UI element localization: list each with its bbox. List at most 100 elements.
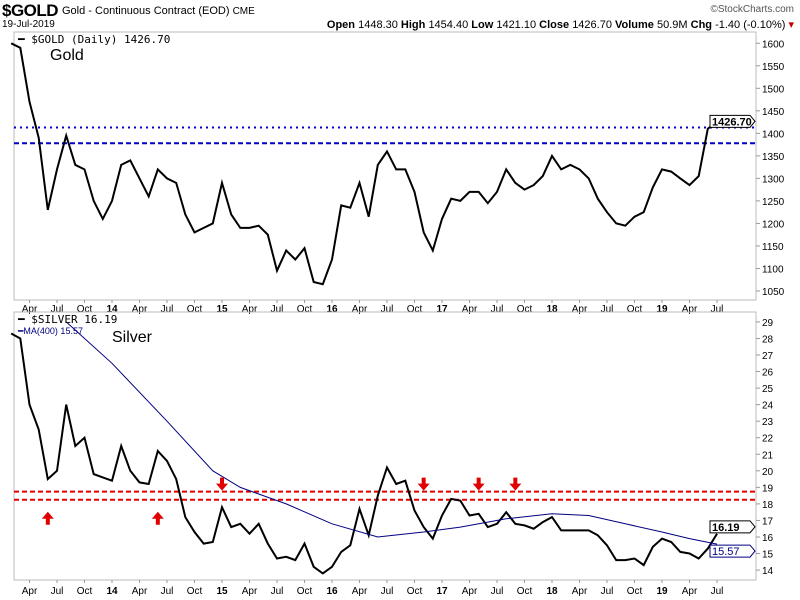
x-tick-label: 16 xyxy=(326,586,338,597)
instrument-name: Gold - Continuous Contract (EOD) CME xyxy=(62,5,255,17)
red-up-arrow-icon xyxy=(151,511,164,525)
x-tick-label: Jul xyxy=(271,586,284,597)
x-tick-label: Apr xyxy=(572,586,588,597)
x-tick-label: Jul xyxy=(161,304,174,315)
y-tick-label: 1300 xyxy=(762,174,785,185)
y-tick-label: 16 xyxy=(762,533,774,544)
x-tick-label: Oct xyxy=(407,586,423,597)
x-tick-label: 18 xyxy=(546,304,558,315)
y-tick-label: 1250 xyxy=(762,197,785,208)
x-tick-label: 14 xyxy=(106,586,118,597)
silver-legend: ━ $SILVER 16.19 xyxy=(18,313,118,326)
high-value: 1454.40 xyxy=(428,19,469,31)
y-tick-label: 26 xyxy=(762,368,774,379)
volume-label: Volume xyxy=(615,19,654,31)
y-tick-label: 28 xyxy=(762,334,774,345)
x-tick-label: Apr xyxy=(22,304,38,315)
x-tick-label: Oct xyxy=(407,304,423,315)
last-value-tag: 1426.70 xyxy=(712,116,752,128)
x-tick-label: 16 xyxy=(326,304,338,315)
y-tick-label: 18 xyxy=(762,500,774,511)
price-line xyxy=(10,42,718,286)
y-tick-label: 1150 xyxy=(762,242,784,253)
y-tick-label: 22 xyxy=(762,434,774,445)
date: 19-Jul-2019 xyxy=(2,19,55,30)
y-tick-label: 21 xyxy=(762,450,774,461)
brand-logo: ©StockCharts.com xyxy=(710,4,794,15)
x-tick-label: Jul xyxy=(601,586,614,597)
x-tick-label: Apr xyxy=(462,304,478,315)
x-tick-label: Jul xyxy=(601,304,614,315)
y-tick-label: 17 xyxy=(762,516,774,527)
x-tick-label: Apr xyxy=(132,586,148,597)
low-label: Low xyxy=(471,19,494,31)
x-tick-label: Jul xyxy=(51,304,64,315)
y-tick-label: 1400 xyxy=(762,129,785,140)
y-tick-label: 19 xyxy=(762,483,774,494)
x-tick-label: Oct xyxy=(297,586,313,597)
x-tick-label: Apr xyxy=(352,586,368,597)
y-tick-label: 1450 xyxy=(762,107,785,118)
plot-frame xyxy=(13,31,757,301)
ma-value-tag-box xyxy=(709,544,756,558)
x-tick-label: 17 xyxy=(436,586,448,597)
y-tick-label: 29 xyxy=(762,318,774,329)
chg-value: -1.40 (-0.10%) xyxy=(715,19,786,31)
x-tick-label: Apr xyxy=(242,304,258,315)
open-label: Open xyxy=(326,19,356,31)
red-down-arrow-icon xyxy=(417,477,430,491)
x-tick-label: Oct xyxy=(517,586,533,597)
x-tick-label: Jul xyxy=(51,586,64,597)
x-tick-label: Oct xyxy=(77,586,93,597)
x-tick-label: Jul xyxy=(491,304,504,315)
x-tick-label: Apr xyxy=(682,304,698,315)
x-tick-label: 15 xyxy=(216,586,228,597)
plot-frame xyxy=(13,311,757,581)
symbol: $GOLD xyxy=(2,1,59,20)
ma-value-tag: 15.57 xyxy=(712,546,740,558)
chg-label: Chg xyxy=(690,19,713,31)
close-label: Close xyxy=(539,19,570,31)
x-tick-label: Apr xyxy=(462,586,478,597)
x-tick-label: Oct xyxy=(187,304,203,315)
y-tick-label: 1600 xyxy=(762,39,785,50)
y-tick-label: 1200 xyxy=(762,219,785,230)
volume-value: 50.9M xyxy=(657,19,688,31)
red-down-arrow-icon xyxy=(472,477,485,491)
x-tick-label: 14 xyxy=(106,304,118,315)
x-tick-label: Apr xyxy=(352,304,368,315)
x-tick-label: Jul xyxy=(381,304,394,315)
x-tick-label: Jul xyxy=(711,304,724,315)
close-value: 1426.70 xyxy=(572,19,612,31)
low-value: 1421.10 xyxy=(496,19,537,31)
y-tick-label: 20 xyxy=(762,467,774,478)
x-tick-label: 15 xyxy=(216,304,228,315)
x-tick-label: Jul xyxy=(491,586,504,597)
x-tick-label: 18 xyxy=(546,586,558,597)
last-value-tag-box xyxy=(709,520,756,534)
gold-legend-text: $GOLD (Daily) 1426.70 xyxy=(31,33,171,46)
y-tick-label: 1050 xyxy=(762,287,785,298)
down-triangle-icon: ▾ xyxy=(788,19,794,31)
moving-average-line xyxy=(65,321,718,545)
x-tick-label: Apr xyxy=(22,586,38,597)
x-tick-label: Apr xyxy=(572,304,588,315)
name: Gold - Continuous Contract (EOD) xyxy=(62,5,230,17)
price-line xyxy=(10,332,718,575)
y-tick-label: 15 xyxy=(762,550,774,561)
x-tick-label: Oct xyxy=(77,304,93,315)
y-tick-label: 14 xyxy=(762,566,774,577)
red-down-arrow-icon xyxy=(509,477,522,491)
silver-legend-text: $SILVER 16.19 xyxy=(31,313,118,326)
high-label: High xyxy=(400,19,426,31)
y-tick-label: 1500 xyxy=(762,84,785,95)
x-tick-label: Jul xyxy=(381,586,394,597)
x-tick-label: 19 xyxy=(656,304,668,315)
y-tick-label: 24 xyxy=(762,401,774,412)
x-tick-label: Oct xyxy=(297,304,313,315)
gold-annotation: Gold xyxy=(50,47,84,64)
x-tick-label: Jul xyxy=(161,586,174,597)
y-tick-label: 25 xyxy=(762,384,774,395)
